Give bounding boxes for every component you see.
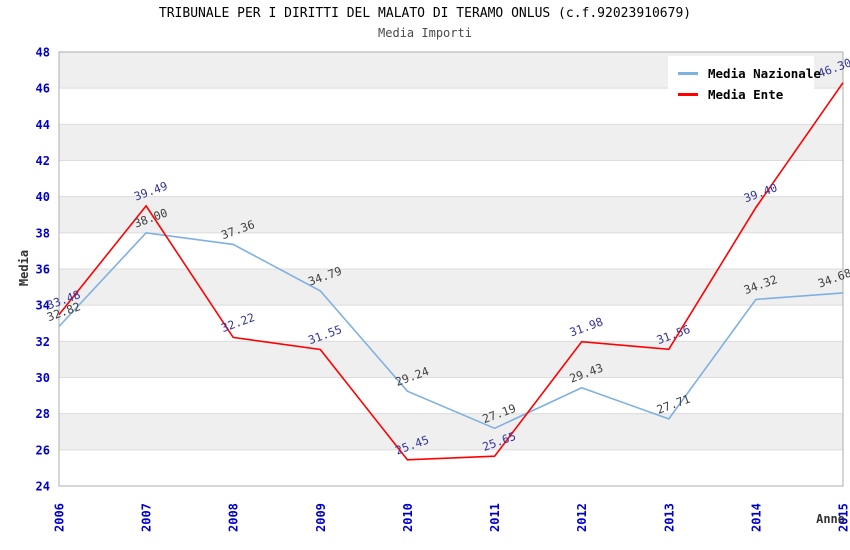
svg-text:2013: 2013 [662,503,676,532]
svg-text:38: 38 [36,226,50,240]
svg-text:34: 34 [36,299,50,313]
chart-title: TRIBUNALE PER I DIRITTI DEL MALATO DI TE… [158,6,692,21]
svg-text:30: 30 [36,371,50,385]
svg-text:2008: 2008 [227,503,241,532]
svg-text:2014: 2014 [749,503,763,532]
media-ente-swatch [678,93,698,96]
svg-text:2006: 2006 [53,503,67,532]
media-nazionale-swatch [678,72,698,75]
svg-text:2011: 2011 [488,503,502,532]
svg-text:2015: 2015 [837,503,850,532]
legend-label: Media Ente [708,87,784,102]
svg-text:42: 42 [36,154,50,168]
legend-label: Media Nazionale [708,66,821,81]
svg-text:40: 40 [36,190,50,204]
svg-text:36: 36 [36,263,50,277]
svg-text:2009: 2009 [314,503,328,532]
svg-text:32: 32 [36,335,50,349]
media-nazionale-line [58,231,844,430]
x-axis-tick-labels: 2006 2007 2008 2009 2010 2011 2012 2013 2014 2015 [53,503,850,532]
x-axis-title: Anno [816,512,845,526]
svg-text:2012: 2012 [575,503,589,532]
chart-subtitle: Media Importi [378,26,472,40]
gridlines [59,87,843,451]
svg-text:28: 28 [36,407,50,421]
legend-item-media-ente: Media Ente [678,84,814,105]
y-axis-title: Media [17,250,31,286]
svg-text:26: 26 [36,443,50,457]
y-axis-tick-labels: 48 46 44 42 40 38 36 34 32 30 28 26 24 [36,46,50,494]
plot-border [58,51,844,487]
svg-text:46: 46 [36,82,50,96]
svg-text:48: 48 [36,46,50,60]
legend: Media Nazionale Media Ente [668,56,821,111]
svg-text:44: 44 [36,118,50,132]
grid-bands [59,52,843,486]
svg-text:24: 24 [36,480,50,494]
svg-text:2007: 2007 [140,503,154,532]
svg-text:2010: 2010 [401,503,415,532]
media-ente-line [58,82,844,461]
legend-item-media-nazionale: Media Nazionale [678,63,821,84]
